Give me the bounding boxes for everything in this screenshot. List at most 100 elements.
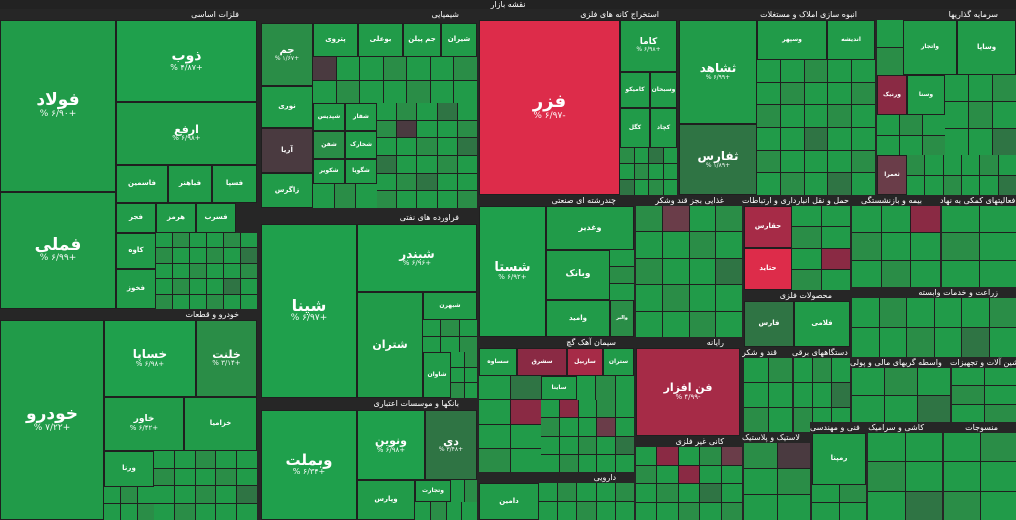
tile-shbandar[interactable]: شبندر% ۶/۹۶+ (357, 224, 477, 292)
small-tiles-mass (757, 60, 875, 195)
tile-zob[interactable]: ذوب% ۴/۸۷+ (116, 20, 257, 102)
tile-varna[interactable]: ورنا (104, 451, 154, 487)
tile-zagros[interactable]: زاگرس (261, 173, 313, 208)
tile-shasta[interactable]: شستا% ۶/۹۲+ (479, 206, 546, 337)
tile-fasmin[interactable]: فاسمین (116, 165, 168, 203)
tile-hormoz[interactable]: هرمز (156, 203, 196, 233)
tile-fsorb[interactable]: فسرب (196, 203, 236, 233)
sector-machines: ماشین آلات و تجهیزات (950, 357, 1016, 422)
tile-shbehran[interactable]: شبهرن (423, 292, 477, 320)
tile-kama[interactable]: کاما% ۶/۹۸+ (620, 20, 677, 72)
tile-shavan[interactable]: شاوان (423, 352, 451, 398)
small-tiles-engineering (812, 485, 866, 520)
tile-vatejar[interactable]: واتجار (903, 20, 957, 75)
tile-vbemellat[interactable]: وبملت% ۶/۳۴+ (261, 410, 357, 520)
sector-engineering: فنی و مهندسی رمپنا (810, 422, 866, 520)
tile-vghadir[interactable]: وغدیر (546, 206, 634, 250)
tile-khzamiya[interactable]: خزامیا (184, 397, 257, 451)
tile-foolad[interactable]: فولاد% ۶/۹۰+ (0, 20, 116, 192)
sector-sugar: قند و شکر (742, 347, 792, 432)
tile-vsepehr[interactable]: وسپهر (757, 20, 827, 60)
tile-kgol[interactable]: کگل (620, 108, 650, 148)
tile-shkavir[interactable]: شکویر (313, 159, 345, 184)
tile-kamiko[interactable]: کامیکو (620, 72, 650, 108)
tile-shepna[interactable]: شپنا% ۶/۹۷+ (261, 224, 357, 398)
tile-jampilen[interactable]: جم پیلن (403, 23, 441, 57)
tile-fars[interactable]: فارس (744, 301, 794, 347)
tile-valbor[interactable]: والبر (610, 300, 634, 337)
tile-ssaveh[interactable]: سساوه (479, 348, 517, 376)
tile-boali[interactable]: بوعلی (358, 23, 403, 57)
tile-varnik[interactable]: ورنیک (877, 75, 907, 115)
tile-noori[interactable]: نوری (261, 86, 313, 128)
tile-shgoya[interactable]: شگویا (345, 159, 377, 184)
tile-petroy[interactable]: پتروی (313, 23, 358, 57)
sector-label: واسطه گریهای مالی و پولی (850, 358, 942, 367)
tile-valey[interactable]: ثعمرا (877, 155, 907, 195)
tile-khlent[interactable]: خلنت% ۳/۱۴+ (196, 320, 257, 397)
tile-shkharak[interactable]: شخارک (345, 131, 377, 159)
tile-safars[interactable]: ثفارس% ۱/۸۹+ (679, 124, 757, 195)
sector-label: غذایی بجز قند وشکر (655, 196, 724, 205)
tile-fjar[interactable]: فجر (116, 203, 156, 233)
tile-sashahed[interactable]: ثشاهد% ۶/۹۹+ (679, 20, 757, 124)
tile-shiran[interactable]: شیران (441, 23, 477, 57)
tile-fanafzar[interactable]: فن افزار% ۴/۹۹- (636, 348, 740, 436)
tile-khsapa[interactable]: خساپا% ۶/۹۸+ (104, 320, 196, 397)
tile-ssharq[interactable]: سشرق (517, 348, 567, 376)
tile-andishe[interactable]: اندیشه (827, 20, 875, 60)
sector-devices: دستگاههای برقی (792, 347, 850, 432)
tile-vbank[interactable]: وبانک (546, 250, 610, 300)
tile-hafars[interactable]: حقارس (744, 206, 792, 248)
sector-chem: شیمیایی جم% ۱/۶۷+ پتروی بوعلی جم پیلن شی… (257, 9, 477, 212)
sector-auto: خودرو و قطعات خودرو% ۷/۲۲+ خساپا% ۶/۹۸+ … (0, 309, 257, 520)
sector-label: فنی و مهندسی (810, 423, 860, 432)
small-tiles-invest (945, 75, 1016, 155)
tile-vpars[interactable]: وپارس (357, 480, 415, 520)
tile-shtaran[interactable]: شتران (357, 292, 423, 398)
tile-shpdis[interactable]: شپدیس (313, 103, 345, 131)
small-tiles-food (636, 206, 742, 337)
sector-label: زراعت و خدمات وابسته (918, 288, 998, 297)
tile-vomid[interactable]: وامید (546, 300, 610, 337)
sector-label: خودرو و قطعات (185, 310, 239, 319)
tile-setran[interactable]: ستران (603, 348, 634, 376)
tile-jam[interactable]: جم% ۱/۶۷+ (261, 23, 313, 86)
tile-khavar[interactable]: خاور% ۶/۴۲+ (104, 397, 184, 451)
tile-vtejarat[interactable]: وتجارت (415, 480, 451, 502)
tile-fspa[interactable]: فسپا (212, 165, 257, 203)
tile-rampana[interactable]: رمپنا (812, 433, 866, 485)
tile-khodro[interactable]: خودرو% ۷/۲۲+ (0, 320, 104, 520)
tile-fkhoz[interactable]: فخوز (116, 269, 156, 309)
sector-label: بیمه و بازنشستگی (860, 196, 922, 205)
tile-kchad[interactable]: کچاد (650, 108, 677, 148)
tile-sarbil[interactable]: ساربیل (567, 348, 603, 376)
small-tiles-cement (479, 376, 541, 472)
tile-dey[interactable]: دی% ۳/۴۸+ (425, 410, 477, 480)
tile-arya[interactable]: آریا (261, 128, 313, 173)
small-tiles-auto-2 (104, 487, 154, 520)
tile-vsapa[interactable]: وساپا (957, 20, 1016, 75)
tile-kave[interactable]: کاوه (116, 233, 156, 269)
tile-saina[interactable]: ساینا (541, 376, 577, 400)
sector-label: رایانه (706, 338, 724, 347)
sector-label: دارویی (593, 473, 616, 482)
tile-fazar[interactable]: فزر% ۶/۹۷- (479, 20, 620, 195)
sector-label: منسوجات (965, 423, 998, 432)
tile-htayd[interactable]: حتاید (744, 248, 792, 290)
sector-label: فعالیتهای کمکی به نهاد (940, 196, 1016, 205)
tile-flami[interactable]: فلامی (794, 301, 850, 347)
sector-insure: بیمه و بازنشستگی (850, 195, 940, 287)
small-tiles-invest-3 (907, 155, 1016, 195)
small-tiles-sugar (744, 358, 792, 432)
tile-shfar[interactable]: شفار (345, 103, 377, 131)
tile-fameli[interactable]: فملی% ۶/۹۹+ (0, 192, 116, 309)
tile-shfan[interactable]: شفن (313, 131, 345, 159)
tile-vsobhan[interactable]: وسبحان (650, 72, 677, 108)
small-tiles-rubber (744, 443, 810, 520)
tile-fbahonar[interactable]: فباهنر (168, 165, 212, 203)
tile-arfa[interactable]: ارفع% ۶/۹۸+ (116, 102, 257, 165)
tile-damin[interactable]: دامین (479, 483, 539, 520)
tile-vsana[interactable]: وسنا (907, 75, 945, 115)
tile-vnovin[interactable]: ونوین% ۶/۹۸+ (357, 410, 425, 480)
